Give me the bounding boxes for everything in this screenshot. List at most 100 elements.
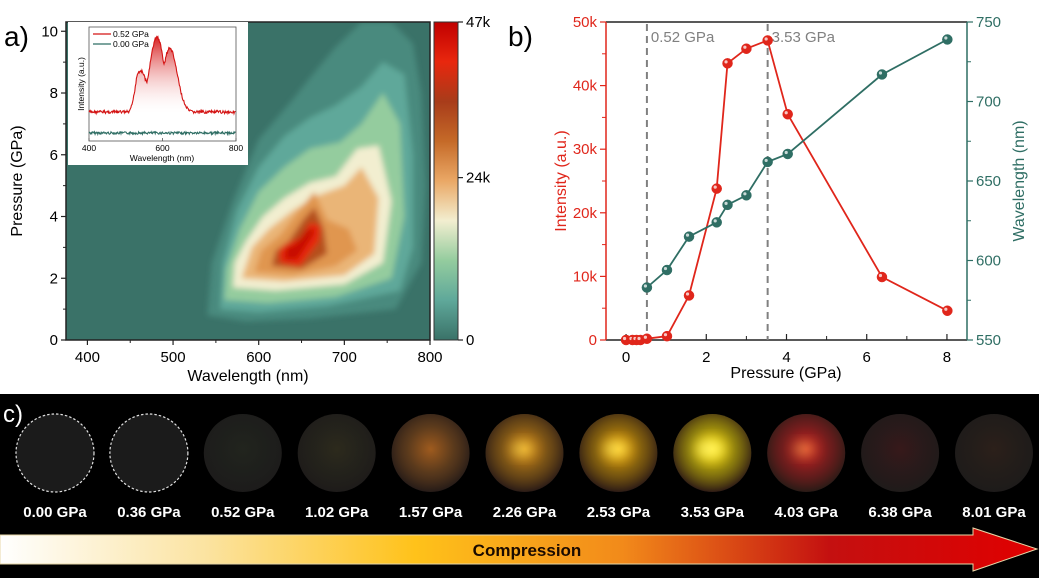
inset-x-tick-label: 400 (82, 143, 96, 153)
data-point-highlight (764, 158, 768, 163)
luminescence-glow (203, 414, 282, 492)
data-point-intensity (782, 108, 793, 120)
heatmap-x-tick-label: 600 (246, 349, 271, 366)
data-point-intensity (641, 333, 653, 344)
colorbar-tick-label: 47k (466, 14, 491, 31)
data-point-highlight (724, 60, 728, 64)
b-left-tick-label: 0 (589, 332, 597, 349)
inset-series-0.52-GPa (88, 35, 236, 116)
pressure-label: 4.03 GPa (775, 504, 839, 521)
pressure-label: 1.02 GPa (305, 504, 369, 521)
luminescence-hotspot (696, 439, 725, 459)
inset-series-fill-0.52 (129, 36, 196, 114)
heatmap-x-tick-label: 500 (161, 349, 186, 366)
data-point-intensity (711, 183, 722, 194)
b-right-axis-label: Wavelength (nm) (1011, 120, 1028, 241)
b-left-axis-label: Intensity (a.u.) (553, 130, 570, 231)
panel-c-label: c) (3, 401, 23, 428)
heatmap-y-tick-label: 8 (50, 85, 58, 102)
data-point-highlight (663, 266, 668, 271)
inset-series-0.00-GPa (88, 129, 236, 137)
heatmap-x-tick-label: 800 (417, 349, 442, 366)
inset-legend: 0.52 GPa 0.00 GPa (93, 29, 149, 49)
panel-b: b) 0 2 4 6 8010k20k30k40k50k550600650700750 … (508, 14, 1028, 382)
luminescence-hotspot (511, 441, 534, 457)
dashed-outline (15, 413, 95, 493)
pressure-label: 1.57 GPa (399, 504, 463, 521)
inset-x-tick-label: 600 (155, 143, 169, 153)
pressure-image: 0.00 GPa (15, 413, 95, 521)
data-point-highlight (685, 233, 690, 237)
data-point-highlight (622, 336, 627, 341)
data-point-wavelength (876, 69, 888, 80)
pressure-label: 3.53 GPa (681, 504, 745, 521)
data-point-intensity (762, 35, 773, 46)
legend-label-0.52: 0.52 GPa (113, 29, 149, 39)
b-x-axis-label: Pressure (GPa) (730, 365, 841, 382)
pressure-image: 1.57 GPa (391, 414, 470, 521)
luminescence-glow (391, 414, 470, 492)
b-x-tick-label: 8 (943, 349, 951, 366)
data-point-intensity (661, 330, 673, 342)
luminescence-glow (955, 414, 1033, 492)
legend-label-0.00: 0.00 GPa (113, 39, 149, 49)
pressure-image: 1.02 GPa (297, 414, 376, 521)
data-point-wavelength (711, 217, 722, 228)
heatmap-x-axis-label: Wavelength (nm) (187, 368, 308, 385)
heatmap-y-tick-label: 4 (50, 209, 58, 226)
b-left-tick-label: 10k (573, 268, 598, 285)
data-point-wavelength (683, 231, 695, 242)
data-point-highlight (878, 273, 883, 278)
pressure-label: 0.00 GPa (23, 504, 87, 521)
pressure-label: 0.52 GPa (211, 504, 275, 521)
b-right-tick-label: 600 (976, 253, 1001, 270)
data-point-highlight (713, 185, 717, 189)
heatmap-y-tick-label: 10 (41, 23, 58, 40)
data-point-highlight (784, 150, 788, 155)
data-point-highlight (764, 37, 768, 41)
b-left-tick-label: 30k (573, 141, 598, 158)
compression-arrow-shape (0, 527, 1039, 572)
data-point-intensity (942, 305, 953, 316)
data-point-intensity (741, 43, 752, 54)
data-point-highlight (944, 307, 948, 311)
b-left-tick-label: 20k (573, 205, 598, 222)
heatmap-y-axis-label: Pressure (GPa) (9, 125, 26, 236)
compression-arrow: Compression (0, 527, 1039, 572)
panel-a-label: a) (4, 21, 29, 52)
data-point-wavelength (942, 34, 953, 45)
b-right-tick-label: 650 (976, 173, 1001, 190)
data-point-highlight (784, 111, 788, 115)
data-point-highlight (663, 333, 668, 337)
pressure-image: 6.38 GPa (861, 414, 940, 521)
pressure-label: 2.26 GPa (493, 504, 557, 521)
heatmap-y-tick-label: 0 (50, 332, 58, 349)
heatmap-x-tick-label: 400 (75, 349, 100, 366)
luminescence-glow (297, 414, 376, 492)
b-x-tick-label: 6 (863, 349, 871, 366)
heatmap-contour-level (284, 228, 316, 260)
pressure-image: 0.52 GPa (203, 414, 282, 521)
heatmap-y-tick-label: 6 (50, 147, 58, 164)
b-right-tick-label: 750 (976, 14, 1001, 31)
colorbar-tick-label: 24k (466, 170, 491, 187)
data-point-wavelength (762, 156, 773, 168)
pressure-label: 2.53 GPa (587, 504, 651, 521)
luminescence-hotspot (603, 440, 630, 458)
sample-disc (16, 414, 94, 492)
data-point-highlight (637, 336, 641, 341)
colorbar: 0 24k 47k (433, 14, 491, 349)
b-left-tick-label: 50k (573, 14, 598, 31)
heatmap-x-tick-label: 700 (332, 349, 357, 366)
b-x-tick-label: 2 (702, 349, 710, 366)
panel-c: c) 0.00 GPa 0.36 GPa 0.52 GPa 1.02 GPa 1.57 … (0, 394, 1039, 578)
panel-a: a) 400 500 600 700 800 0 2 4 6 8 10 Wavelength (n… (4, 14, 491, 385)
data-point-highlight (944, 36, 948, 40)
pressure-image: 8.01 GPa (955, 414, 1033, 521)
pressure-image: 3.53 GPa (673, 414, 752, 521)
colorbar-tick-label: 0 (466, 332, 474, 349)
pressure-label: 8.01 GPa (962, 504, 1026, 521)
data-point-highlight (743, 45, 747, 49)
data-point-highlight (724, 201, 728, 205)
